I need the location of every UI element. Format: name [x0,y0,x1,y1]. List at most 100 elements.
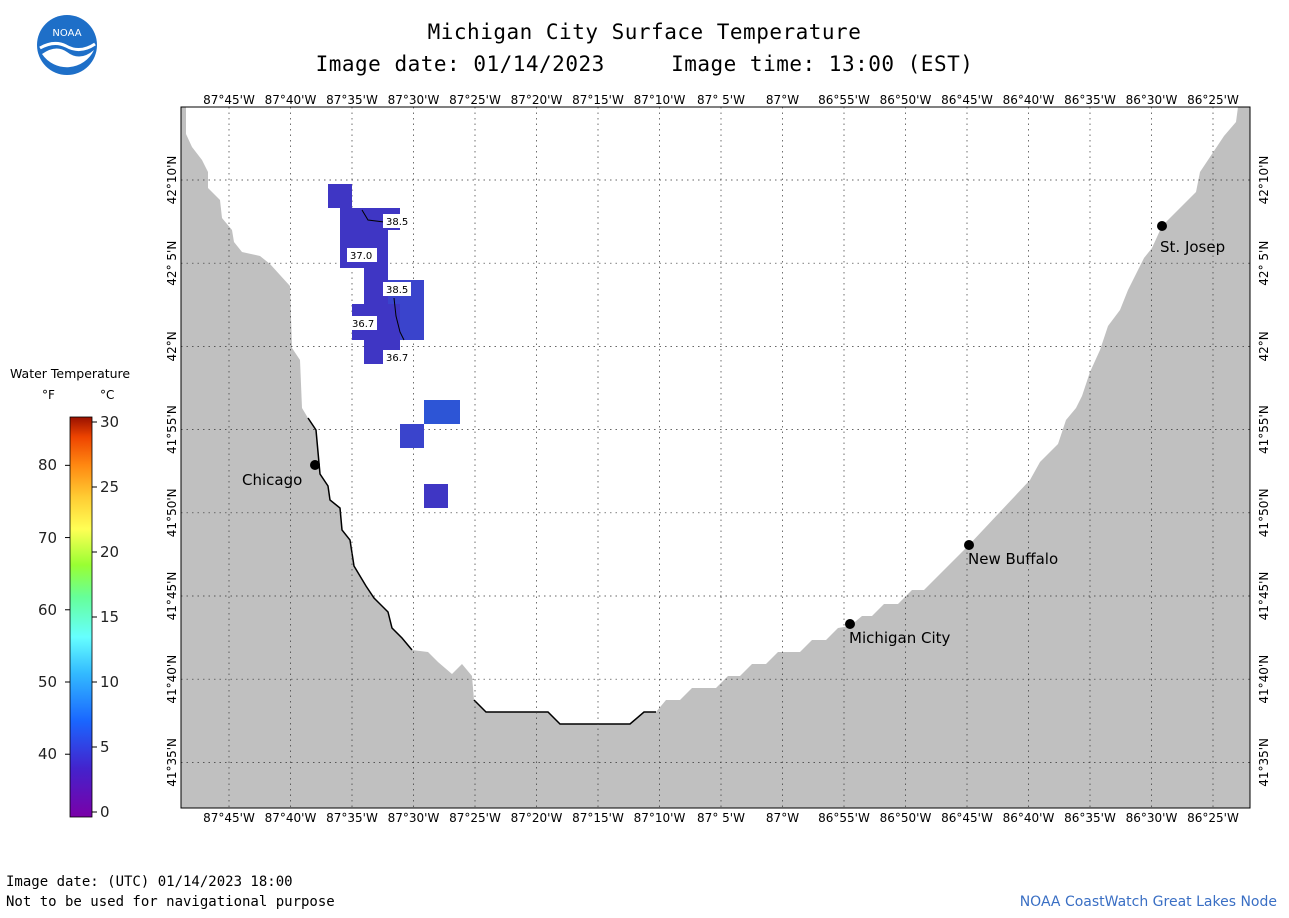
lon-label: 87°25'W [449,811,501,825]
lon-label: 86°25'W [1187,811,1239,825]
image-date: Image date: 01/14/2023 [315,52,605,76]
isotherm-label: 38.5 [386,217,408,228]
lon-label: 86°45'W [941,811,993,825]
lat-label: 42° 5'N [1257,241,1271,286]
lon-label: 87°35'W [326,811,378,825]
legend-label-c: 30 [100,413,120,431]
page-title: Michigan City Surface Temperature [427,20,862,44]
coastline-south [473,699,656,725]
lon-label: 86°35'W [1064,811,1116,825]
city-marker-new-buffalo [964,540,974,550]
lat-label: 42° 5'N [165,241,179,286]
isotherm-label: 36.7 [352,319,374,330]
lat-label: 42°N [165,331,179,361]
lon-label: 87°15'W [572,93,624,107]
lon-label: 87°20'W [511,93,563,107]
lon-label: 87°45'W [203,93,255,107]
lon-label: 87°30'W [388,811,440,825]
lon-label: 86°40'W [1003,93,1055,107]
lon-label: 86°50'W [880,93,932,107]
temp-pixel [424,400,460,424]
isotherm-label: 38.5 [386,285,408,296]
legend-tick-marks [65,421,97,813]
graticule [181,107,1250,808]
lon-label: 87°25'W [449,93,501,107]
city-label-chicago: Chicago [242,471,302,489]
lat-label: 41°45'N [1257,572,1271,621]
lat-label: 42°10'N [1257,156,1271,205]
land-west [181,107,1250,808]
legend-colorbar [69,416,93,818]
legend-label-f: 40 [38,745,58,764]
lon-label: 87° 5'W [697,811,745,825]
lon-label: 87°10'W [634,811,686,825]
legend-label-c: 5 [100,738,110,756]
isotherm-label: 36.7 [386,353,408,364]
noaa-logo: NOAA [37,15,97,75]
image-datetime: Image date: 01/14/2023 Image time: 13:00… [0,52,1289,76]
lat-labels-right: 42°10'N 42° 5'N 42°N 41°55'N 41°50'N 41°45'N 4… [1257,156,1271,787]
lon-label: 86°55'W [818,811,870,825]
lon-label: 86°55'W [818,93,870,107]
lon-label: 87°45'W [203,811,255,825]
lon-label: 87°W [766,93,799,107]
lon-label: 87°40'W [265,93,317,107]
isotherm-line [361,209,385,223]
isotherm-labels: 38.5 37.0 38.5 36.7 36.7 [347,214,411,364]
lat-label: 41°50'N [1257,488,1271,537]
legend-label-c: 20 [100,543,120,561]
lat-label: 41°50'N [165,488,179,537]
city-marker-st-joseph [1157,221,1167,231]
legend-label-f: 70 [38,528,58,547]
lon-label: 87° 5'W [697,93,745,107]
legend-label-f: 60 [38,600,58,619]
lon-label: 87°15'W [572,811,624,825]
isotherm-line [393,297,405,341]
lat-label: 41°40'N [165,655,179,704]
isotherm-label: 37.0 [350,251,372,262]
legend-label-c: 15 [100,608,120,626]
map-frame [180,106,1251,809]
lon-label: 86°35'W [1064,93,1116,107]
lat-label: 41°35'N [165,738,179,787]
city-marker-chicago [310,460,320,470]
legend-label-c: 10 [100,673,120,691]
lon-label: 87°W [766,811,799,825]
lon-label: 87°40'W [265,811,317,825]
temp-pixel [424,484,448,508]
lat-labels-left: 42°10'N 42° 5'N 42°N 41°55'N 41°50'N 41°45'N 4… [165,156,179,787]
lat-label: 41°40'N [1257,655,1271,704]
legend-label-f: 50 [38,673,58,691]
footer-utc-date: Image date: (UTC) 01/14/2023 18:00 [6,874,293,890]
city-label-new-buffalo: New Buffalo [968,550,1058,568]
legend-label-f: 80 [38,456,58,475]
cities: Chicago St. Josep New Buffalo Michigan C… [242,221,1225,647]
legend-unit-c: °C [100,388,115,402]
lon-label: 86°45'W [941,93,993,107]
lat-label: 41°35'N [1257,738,1271,787]
temp-pixel [328,184,352,208]
lon-label: 87°30'W [388,93,440,107]
city-label-michigan-city: Michigan City [849,629,951,647]
lon-label: 86°30'W [1126,811,1178,825]
city-marker-michigan-city [845,619,855,629]
lon-labels-bottom: 87°45'W 87°40'W 87°35'W 87°30'W 87°25'W 87°20… [203,811,1239,825]
logo-text: NOAA [52,28,81,39]
legend-label-c: 25 [100,478,120,496]
footer-credit: NOAA CoastWatch Great Lakes Node [1019,894,1277,910]
legend-unit-f: °F [42,388,55,402]
lat-label: 41°45'N [165,572,179,621]
lon-label: 87°20'W [511,811,563,825]
footer-warning: Not to be used for navigational purpose [6,894,335,910]
lon-label: 87°10'W [634,93,686,107]
lat-label: 41°55'N [165,405,179,454]
legend-label-c: 0 [100,803,110,821]
lon-label: 86°25'W [1187,93,1239,107]
lon-label: 86°30'W [1126,93,1178,107]
lat-label: 42°N [1257,331,1271,361]
temp-pixel [400,424,424,448]
lon-label: 87°35'W [326,93,378,107]
lon-labels-top: 87°45'W 87°40'W 87°35'W 87°30'W 87°25'W 87°20… [203,93,1239,107]
lon-label: 86°50'W [880,811,932,825]
lat-label: 42°10'N [165,156,179,205]
